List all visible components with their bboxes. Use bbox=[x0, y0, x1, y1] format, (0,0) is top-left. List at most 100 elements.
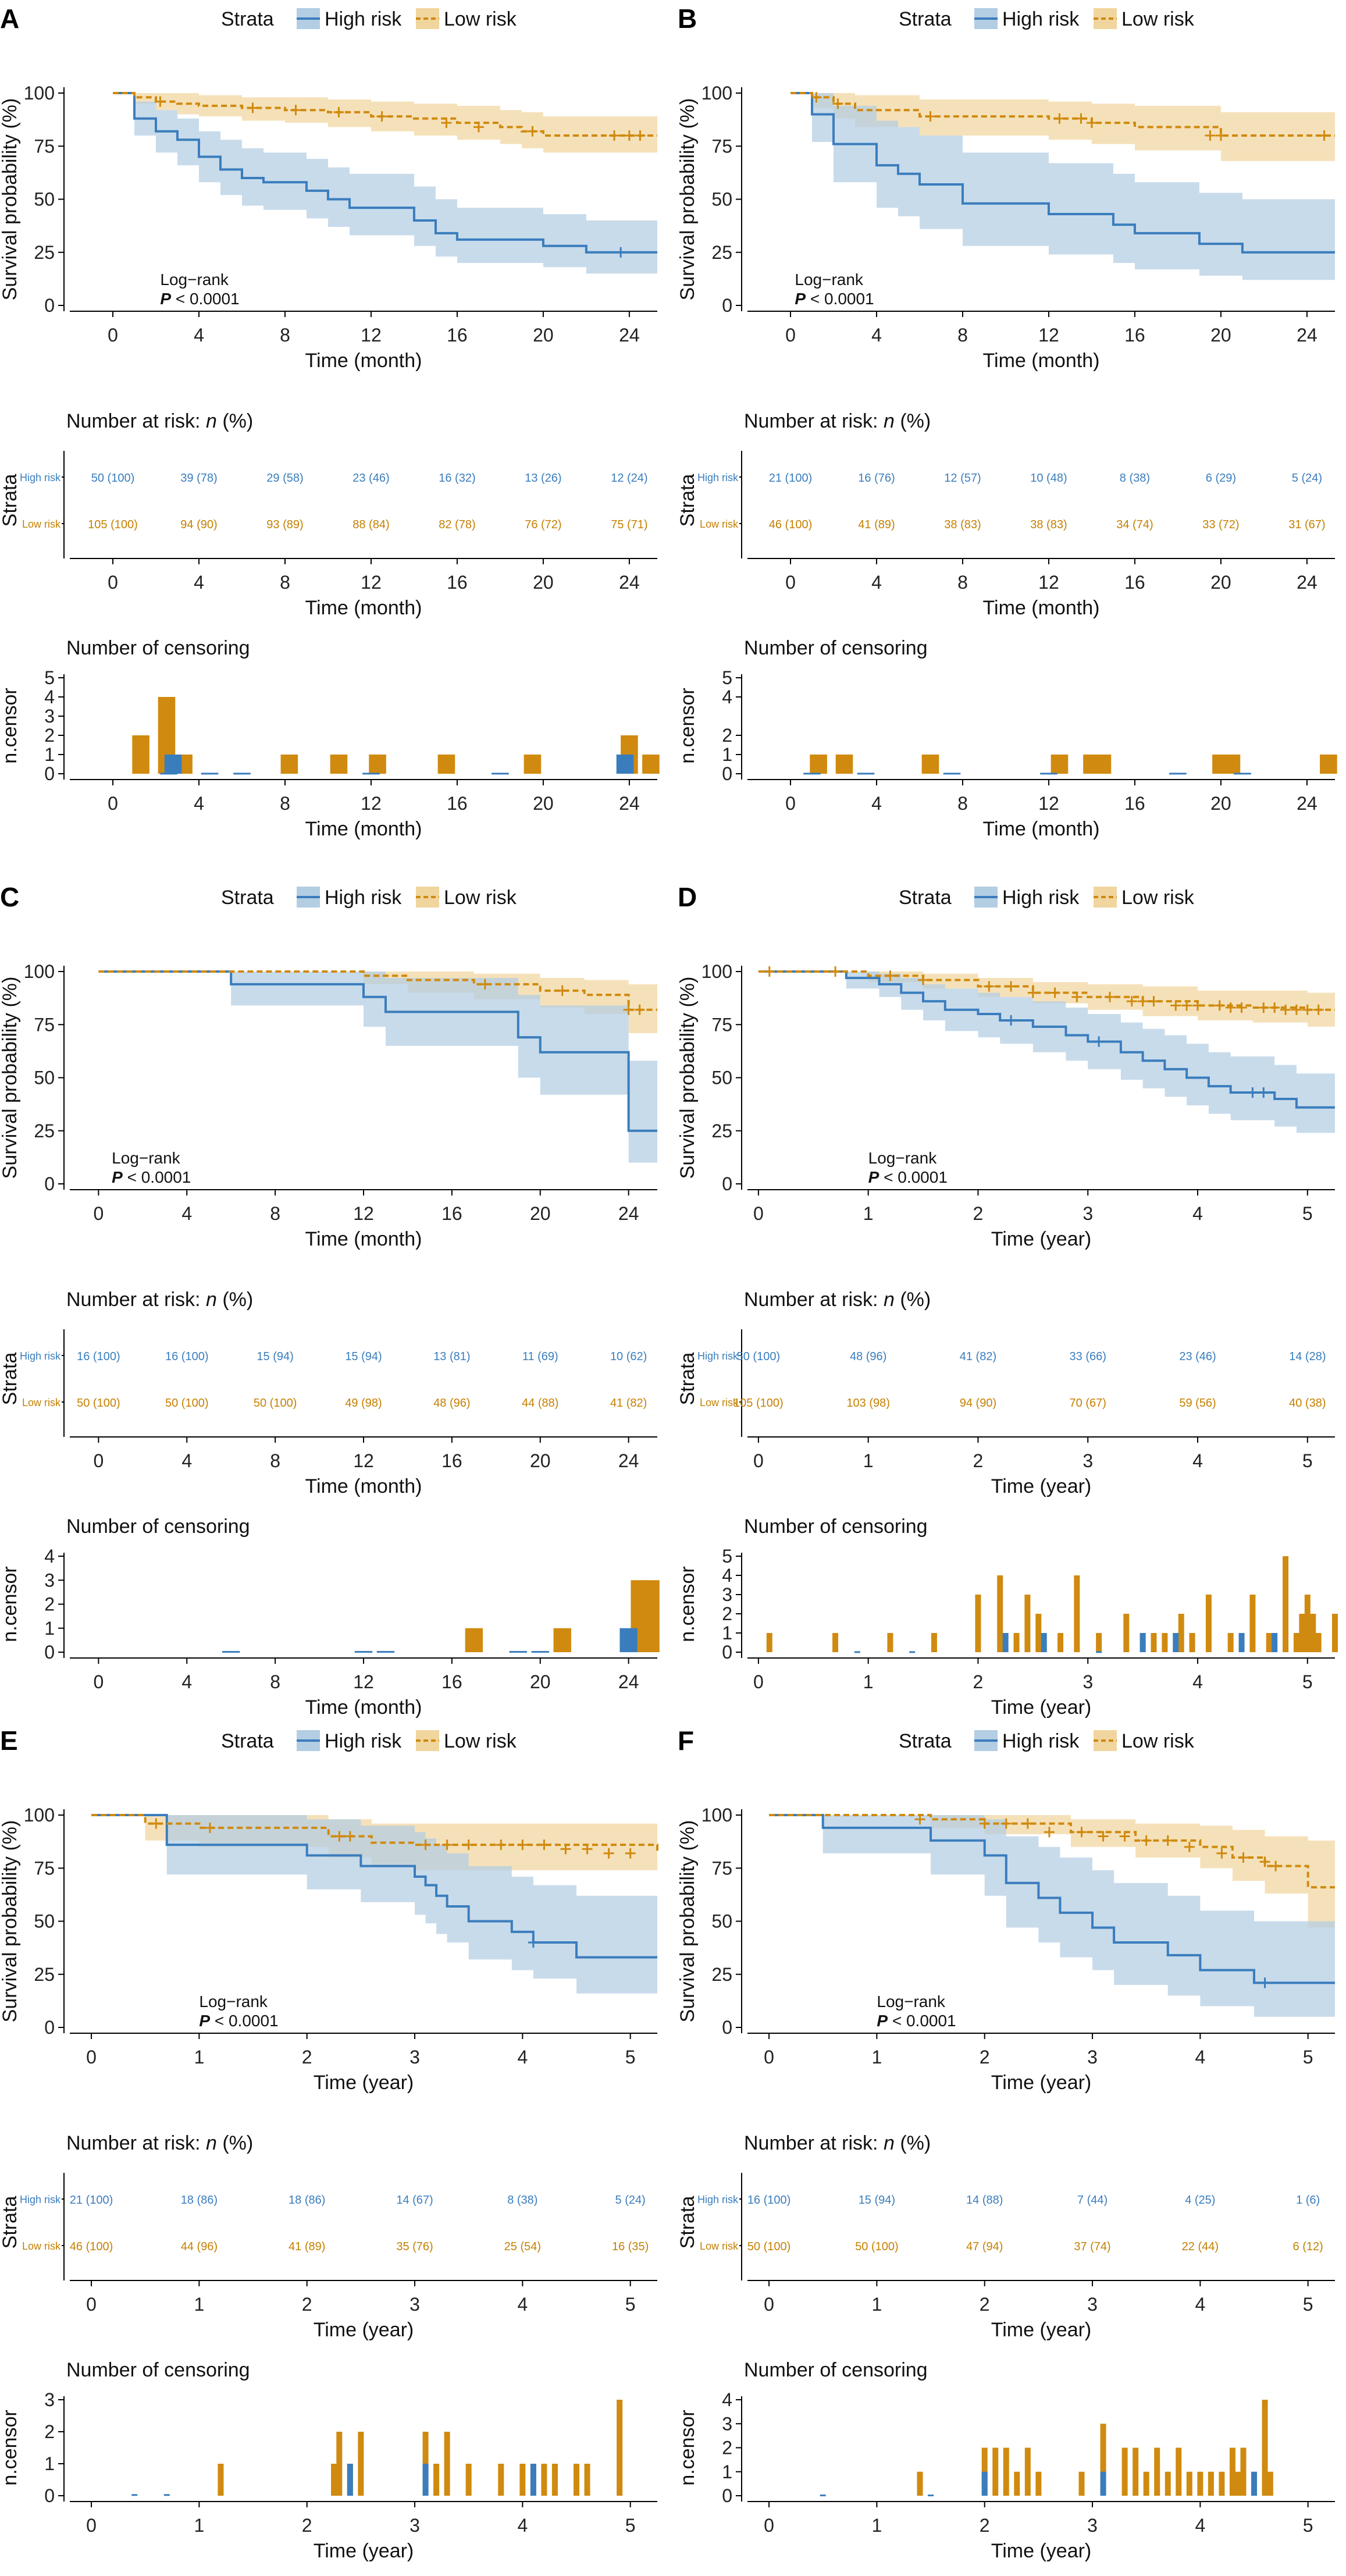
risk-cell-low: 16 (35) bbox=[612, 2240, 649, 2253]
censor-bar-high bbox=[803, 773, 821, 775]
x-axis-title: Time (year) bbox=[991, 1696, 1092, 1718]
risk-y-axis-title: Strata bbox=[0, 1353, 21, 1406]
y-tick-label: 75 bbox=[34, 1014, 55, 1035]
censor-bar-low bbox=[1151, 1633, 1157, 1652]
legend-title: Strata bbox=[899, 1730, 952, 1752]
high-risk-curve bbox=[769, 1814, 1335, 1984]
x-axis-title: Time (month) bbox=[983, 597, 1100, 619]
risk-cell-low: 50 (100) bbox=[254, 1397, 297, 1410]
x-tick-label: 20 bbox=[530, 1450, 551, 1471]
censor-bar-low bbox=[1123, 1614, 1130, 1652]
risk-title-prefix: Number at risk: bbox=[66, 1289, 206, 1311]
risk-cell-low: 82 (78) bbox=[439, 518, 475, 531]
censor-y-tick-label: 0 bbox=[722, 2485, 732, 2506]
risk-cell-low: 41 (89) bbox=[858, 518, 895, 531]
y-tick-label: 50 bbox=[711, 1911, 732, 1932]
x-tick-label: 16 bbox=[441, 1203, 462, 1224]
x-tick-label: 8 bbox=[957, 572, 968, 593]
logrank-label: Log−rank bbox=[868, 1149, 938, 1167]
risk-title-suffix: (%) bbox=[895, 2132, 931, 2154]
censor-y-tick-label: 1 bbox=[722, 2461, 732, 2482]
legend-high-label: High risk bbox=[325, 8, 402, 30]
censor-bar-low bbox=[1205, 1595, 1212, 1652]
y-tick-label: 0 bbox=[722, 1173, 732, 1194]
logrank-label: Log−rank bbox=[112, 1149, 181, 1167]
censor-bar-low bbox=[1186, 2471, 1192, 2496]
censor-bar-high bbox=[1238, 1633, 1245, 1652]
legend-low-label: Low risk bbox=[444, 8, 517, 30]
risk-cell-high: 1 (6) bbox=[1296, 2194, 1320, 2207]
pvalue-italic: P bbox=[877, 2012, 888, 2030]
pvalue-italic: P bbox=[795, 290, 806, 308]
censor-bar-low bbox=[1299, 1614, 1305, 1652]
censor-bar-low bbox=[1143, 2471, 1149, 2496]
panel-letter: E bbox=[0, 1725, 18, 1756]
x-tick-label: 20 bbox=[530, 1671, 551, 1692]
censor-y-tick-label: 3 bbox=[44, 1570, 55, 1591]
high-risk-curve bbox=[98, 970, 657, 1132]
censor-bar-high bbox=[163, 2494, 170, 2496]
x-tick-label: 4 bbox=[1195, 2294, 1205, 2315]
x-axis-title: Time (month) bbox=[305, 597, 422, 619]
pvalue-label: P < 0.0001 bbox=[160, 290, 239, 308]
x-tick-label: 2 bbox=[973, 1450, 984, 1471]
low-risk-ci-band bbox=[758, 972, 1335, 1027]
high-risk-ci-band bbox=[769, 1815, 1335, 2017]
x-axis-title: Time (year) bbox=[314, 2319, 414, 2341]
risk-cell-low: 46 (100) bbox=[70, 2240, 113, 2253]
high-risk-ci-band bbox=[758, 972, 1335, 1133]
risk-cell-high: 14 (28) bbox=[1289, 1350, 1326, 1363]
risk-title-suffix: (%) bbox=[217, 2132, 253, 2154]
risk-cell-high: 10 (62) bbox=[610, 1350, 647, 1363]
risk-cell-low: 6 (12) bbox=[1293, 2240, 1323, 2253]
x-axis-title: Time (month) bbox=[305, 1228, 422, 1250]
x-tick-label: 16 bbox=[447, 325, 468, 346]
x-tick-label: 2 bbox=[302, 2294, 312, 2315]
x-tick-label: 3 bbox=[1083, 1450, 1093, 1471]
y-tick-label: 25 bbox=[34, 242, 55, 263]
legend: Strata High risk Low risk bbox=[899, 887, 1195, 909]
risk-row-label-low: Low risk bbox=[22, 1397, 61, 1408]
censor-bar-low bbox=[1035, 2471, 1042, 2496]
censor-bar-low bbox=[218, 2464, 224, 2496]
risk-cell-low: 105 (100) bbox=[88, 518, 138, 531]
censor-y-tick-label: 5 bbox=[722, 667, 732, 688]
risk-title-italic: n bbox=[884, 1289, 895, 1311]
x-tick-label: 24 bbox=[618, 1671, 639, 1692]
x-tick-label: 4 bbox=[1192, 1671, 1203, 1692]
censor-y-axis-title: n.censor bbox=[676, 2410, 699, 2485]
risk-cell-low: 35 (76) bbox=[396, 2240, 433, 2253]
risk-title-prefix: Number at risk: bbox=[744, 1289, 884, 1311]
censor-bar-low bbox=[887, 1633, 893, 1652]
x-tick-label: 2 bbox=[302, 2515, 312, 2536]
risk-cell-low: 50 (100) bbox=[855, 2240, 899, 2253]
risk-cell-low: 50 (100) bbox=[77, 1397, 120, 1410]
x-tick-label: 8 bbox=[957, 793, 968, 814]
risk-y-axis-title: Strata bbox=[0, 2196, 21, 2249]
risk-title-italic: n bbox=[206, 1289, 217, 1311]
risk-cell-low: 31 (67) bbox=[1288, 518, 1325, 531]
x-axis-title: Time (year) bbox=[314, 2540, 414, 2562]
legend-low-label: Low risk bbox=[1121, 887, 1195, 909]
censor-bar-low bbox=[1094, 755, 1112, 774]
x-tick-label: 3 bbox=[410, 2515, 420, 2536]
high-risk-curve bbox=[91, 1814, 657, 1959]
censor-bar-high bbox=[820, 2494, 826, 2496]
km-panel-b: B Strata High risk Low risk0255075100Surviv… bbox=[676, 3, 1337, 840]
x-tick-label: 4 bbox=[194, 572, 204, 593]
risk-cell-high: 15 (94) bbox=[859, 2194, 895, 2207]
x-axis-title: Time (year) bbox=[991, 1475, 1092, 1497]
x-tick-label: 4 bbox=[517, 2294, 528, 2315]
legend-high-label: High risk bbox=[1002, 1730, 1080, 1752]
x-tick-label: 0 bbox=[764, 2294, 774, 2315]
y-tick-label: 0 bbox=[44, 1173, 55, 1194]
censor-bar-low bbox=[584, 2464, 590, 2496]
y-tick-label: 50 bbox=[34, 1911, 55, 1932]
x-tick-label: 5 bbox=[625, 2515, 636, 2536]
x-tick-label: 24 bbox=[1297, 572, 1317, 593]
x-tick-label: 8 bbox=[280, 572, 290, 593]
